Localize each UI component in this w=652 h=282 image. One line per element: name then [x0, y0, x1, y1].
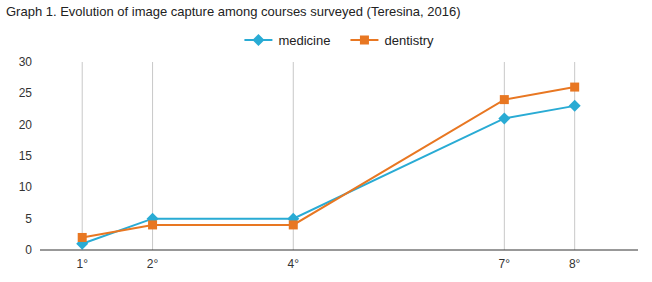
point — [289, 220, 298, 229]
y-tick-label: 30 — [19, 55, 33, 69]
x-grid-line — [82, 62, 83, 250]
x-tick-label: 8° — [569, 257, 581, 271]
point — [78, 233, 87, 242]
legend-marker — [360, 36, 369, 45]
series — [78, 83, 579, 242]
legend-label: medicine — [278, 33, 330, 48]
title: Graph 1. Evolution of image capture amon… — [6, 4, 461, 19]
series-line — [82, 106, 574, 244]
point — [500, 95, 509, 104]
point — [569, 100, 581, 112]
x-axis-line — [40, 250, 638, 251]
y-tick-label: 0 — [25, 243, 32, 257]
chart: Graph 1. Evolution of image capture amon… — [0, 0, 652, 282]
legend-item: dentistry — [350, 33, 434, 48]
legend: medicine dentistry — [244, 33, 434, 48]
x-tick-label: 1° — [76, 257, 88, 271]
point — [570, 83, 579, 92]
legend-label: dentistry — [384, 33, 434, 48]
axes: 1° 2° 4° 7° 8° 0 5 10 15 20 25 30 — [19, 55, 638, 271]
point — [498, 112, 510, 124]
series — [76, 100, 580, 250]
x-grid-line — [504, 62, 505, 250]
x-tick-label: 7° — [499, 257, 511, 271]
point — [148, 220, 157, 229]
x-tick-label: 2° — [147, 257, 159, 271]
y-tick-label: 15 — [19, 149, 33, 163]
y-tick-label: 20 — [19, 118, 33, 132]
x-tick-label: 4° — [288, 257, 300, 271]
series-line — [82, 87, 574, 237]
y-tick-label: 25 — [19, 86, 33, 100]
legend-marker — [252, 34, 264, 46]
y-tick-label: 5 — [25, 212, 32, 226]
legend-item: medicine — [244, 33, 330, 48]
plot-area — [76, 83, 580, 250]
y-tick-label: 10 — [19, 180, 33, 194]
